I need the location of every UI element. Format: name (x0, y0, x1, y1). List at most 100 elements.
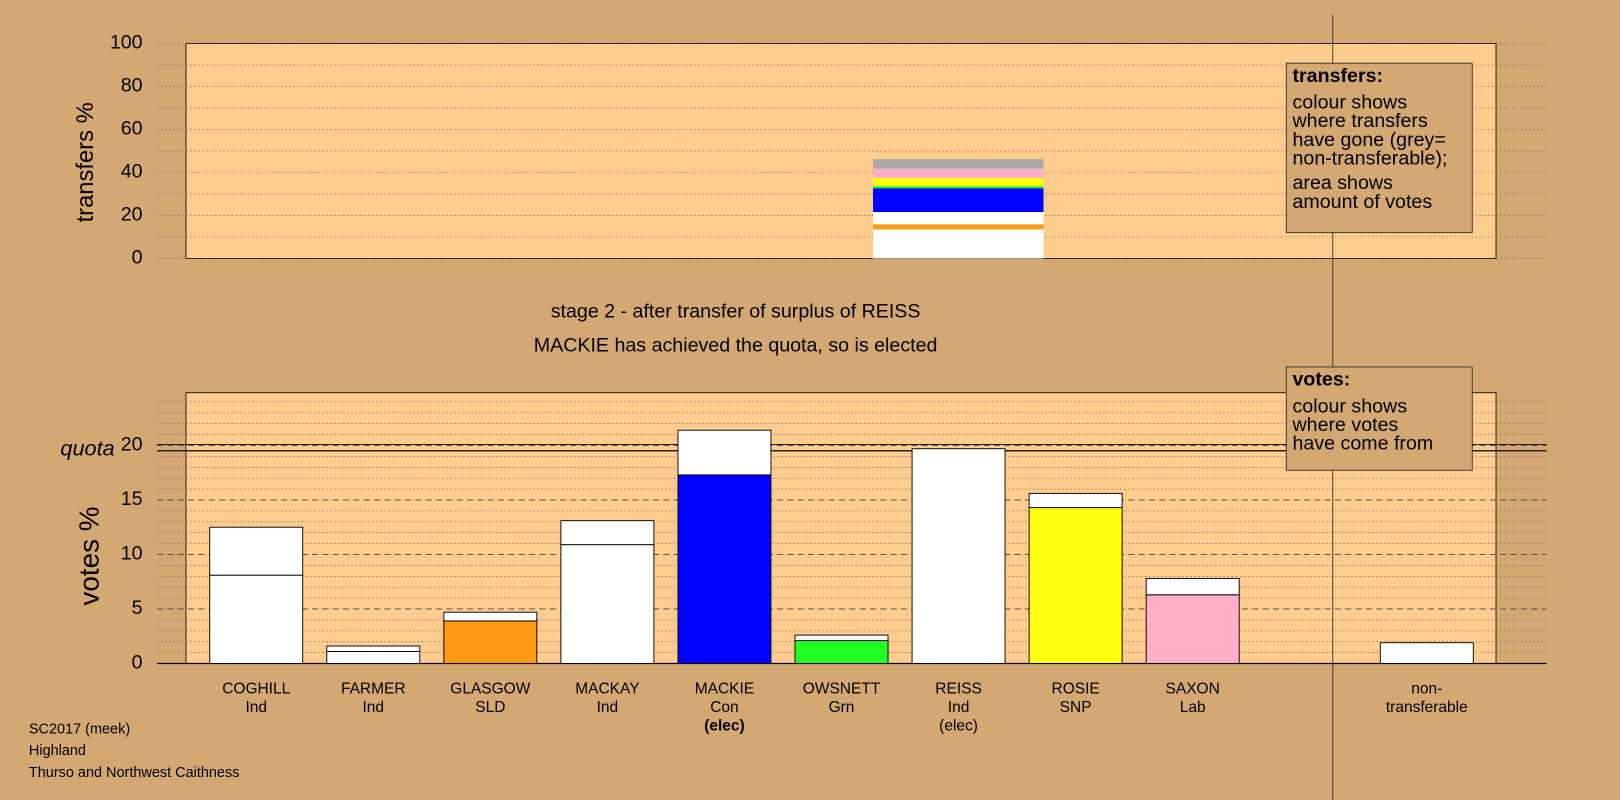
party: Grn (828, 698, 855, 717)
candidate-name: COGHILL (222, 679, 291, 698)
y-tick-label: 0 (132, 247, 143, 269)
footer-line: Highland (29, 743, 86, 759)
y-axis-label: transfers % (72, 102, 99, 222)
info-line: non-transferable); (1292, 147, 1448, 170)
y-axis-label: votes % (73, 506, 104, 605)
y-tick-label: 0 (132, 652, 143, 674)
stage-title: stage 2 - after transfer of surplus of R… (551, 300, 921, 322)
vote-segment (209, 574, 304, 664)
vote-segment (443, 620, 538, 664)
info-box-title: transfers: (1292, 65, 1384, 87)
transfer-segment (873, 212, 1044, 225)
info-paragraph: area shows amount of votes (1292, 172, 1466, 213)
status: (elec) (939, 717, 978, 735)
y-tick-label: 20 (121, 434, 143, 456)
y-tick-label: 60 (121, 118, 143, 140)
x-tick-label: MACKIE Con (elec) (662, 680, 786, 736)
transfer-segment (873, 168, 1044, 178)
info-line: area shows (1292, 172, 1393, 195)
status: (elec) (704, 717, 745, 735)
info-box-content: votes: colour shows where votes have come f… (1286, 367, 1472, 464)
x-tick-label: MACKAY Ind (545, 680, 669, 717)
x-tick-label: OWSNETT Grn (780, 680, 904, 717)
candidate-name: FARMER (340, 679, 406, 698)
candidate-name: REISS (935, 679, 982, 698)
info-line: colour shows (1292, 395, 1408, 418)
party: SNP (1059, 698, 1092, 717)
info-box (1285, 366, 1473, 471)
candidate-name: GLASGOW (450, 679, 531, 698)
candidate-name: OWSNETT (802, 679, 881, 698)
info-line: colour shows (1292, 92, 1408, 114)
vote-segment (794, 640, 889, 664)
transfer-segment (873, 232, 1044, 259)
y-tick-label: 20 (121, 204, 143, 226)
y-tick-label: 15 (121, 488, 143, 510)
vote-segment (677, 429, 772, 476)
vote-segment (443, 611, 538, 622)
candidate-name: SAXON (1165, 679, 1220, 698)
quota-label: quota (60, 435, 114, 460)
x-tick-label: REISS Ind (elec) (897, 680, 1021, 736)
x-tick-label: SAXON Lab (1131, 680, 1255, 717)
x-tick-label: GLASGOW SLD (428, 680, 552, 717)
info-line: where transfers (1292, 110, 1428, 133)
transfer-segment (873, 188, 1044, 213)
party: Ind (362, 698, 385, 717)
x-tick-label: ROSIE SNP (1014, 680, 1138, 717)
party: Con (710, 698, 739, 717)
vote-segment (1145, 594, 1240, 664)
party: SLD (475, 698, 506, 717)
transfer-segment (873, 186, 1044, 189)
y-tick-label: 80 (121, 75, 143, 97)
y-tick-label: 40 (121, 161, 143, 183)
transfer-segment (873, 224, 1044, 230)
candidate-name: non-transferable (1385, 679, 1468, 717)
vote-segment (560, 544, 655, 664)
party: Ind (245, 698, 267, 717)
candidate-name: MACKAY (575, 679, 640, 698)
info-line: amount of votes (1292, 191, 1433, 213)
transfer-segment (873, 159, 1044, 169)
y-tick-label: 10 (121, 543, 143, 565)
transfer-segment (873, 177, 1044, 187)
footer-line: SC2017 (meek) (29, 721, 130, 737)
info-line: where votes (1292, 414, 1399, 437)
vote-segment (677, 474, 772, 664)
vote-segment (326, 645, 421, 652)
vote-segment (794, 634, 889, 642)
info-box-content: transfers: colour shows where transfers hav… (1286, 63, 1472, 222)
vote-segment (209, 526, 304, 576)
x-tick-label: FARMER Ind (311, 680, 435, 717)
info-box (1285, 62, 1473, 234)
info-box-title: votes: (1292, 369, 1351, 391)
vote-segment (1028, 492, 1123, 509)
vote-segment (560, 520, 655, 546)
vote-segment (1379, 642, 1474, 664)
x-tick-label: non-transferable (1365, 680, 1489, 717)
y-tick-label: 100 (110, 32, 143, 54)
info-paragraph: colour shows where transfers have gone (gr… (1292, 92, 1466, 170)
vote-segment (911, 448, 1006, 664)
info-paragraph: colour shows where votes have come from (1292, 395, 1466, 455)
y-tick-label: 5 (132, 597, 143, 619)
candidate-name: ROSIE (1051, 679, 1100, 698)
party: Lab (1179, 698, 1206, 717)
info-line: have gone (grey= (1292, 129, 1446, 152)
stage-subtitle: MACKIE has achieved the quota, so is ele… (534, 334, 938, 356)
info-line: have come from (1292, 433, 1434, 455)
party: Ind (596, 698, 619, 717)
